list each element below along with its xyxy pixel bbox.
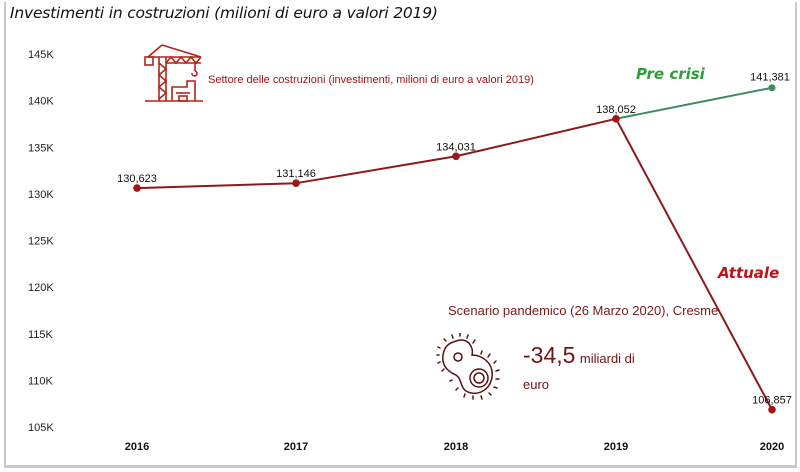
impact-value: -34,5 miliardi di: [523, 342, 635, 369]
y-tick-label: 140K: [28, 96, 54, 108]
crane-building-icon: [144, 44, 203, 102]
x-tick-label: 2019: [604, 441, 628, 453]
data-point-attuale: [292, 179, 300, 187]
x-tick-label: 2017: [284, 441, 308, 453]
data-label-attuale: 130,623: [117, 173, 157, 185]
legend-label: Settore delle costruzioni (investimenti,…: [208, 74, 534, 86]
data-label-attuale: 131,146: [276, 168, 316, 180]
data-point-attuale: [612, 114, 620, 123]
chart-frame: [4, 2, 797, 468]
annotation-attuale: Attuale: [718, 264, 780, 282]
y-tick-label: 135K: [28, 142, 54, 154]
annotation-pre-crisi: Pre crisi: [636, 65, 705, 83]
y-tick-label: 145K: [28, 49, 54, 61]
virus-icon: [436, 333, 500, 400]
data-point-attuale: [768, 405, 776, 414]
series-line-attuale: [136, 182, 297, 190]
data-label-attuale: 106,857: [752, 395, 792, 407]
chart-title: Investimenti in costruzioni (milioni di …: [10, 4, 438, 22]
series-line-attuale: [455, 117, 617, 158]
y-tick-label: 120K: [28, 282, 54, 294]
data-label-attuale: 134,031: [436, 141, 476, 153]
x-tick-label: 2016: [125, 441, 149, 453]
y-tick-label: 110K: [28, 375, 54, 387]
impact-number: -34,5: [523, 342, 576, 368]
x-tick-label: 2020: [760, 441, 784, 453]
y-tick-label: 125K: [28, 236, 54, 248]
series-line-attuale: [295, 155, 457, 185]
data-label-pre-crisi: 141,381: [750, 72, 790, 84]
y-tick-label: 105K: [28, 422, 54, 434]
x-tick-label: 2018: [444, 441, 468, 453]
impact-unit: miliardi di: [579, 351, 635, 366]
data-point-attuale: [133, 184, 141, 192]
impact-unit-line2: euro: [523, 377, 550, 392]
series-line-pre-crisi: [615, 86, 773, 120]
data-point-pre-crisi: [768, 84, 776, 92]
y-tick-label: 115K: [28, 329, 54, 341]
scenario-caption: Scenario pandemico (26 Marzo 2020), Cres…: [448, 303, 719, 318]
data-label-attuale: 138,052: [596, 104, 636, 116]
series-line-attuale: [615, 118, 773, 411]
y-tick-label: 130K: [28, 189, 54, 201]
data-point-attuale: [452, 152, 460, 161]
